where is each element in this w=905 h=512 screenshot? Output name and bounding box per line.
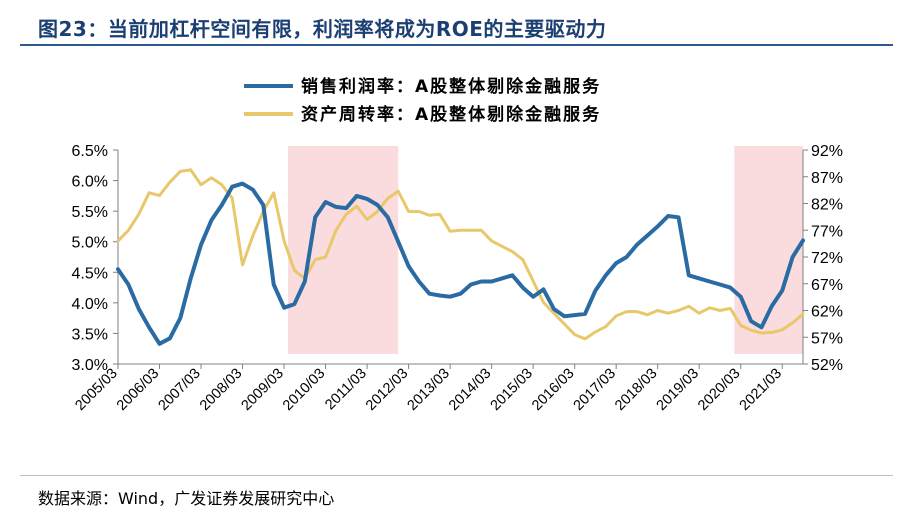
left-tick-label: 4.5%: [72, 265, 108, 282]
x-tick-label: 2009/03: [239, 366, 287, 414]
axes: 3.0% 3.5% 4.0% 4.5% 5.0% 5.5% 6.0% 6.5% 52% 57% 62…: [72, 143, 844, 414]
right-tick-label: 87%: [811, 170, 843, 187]
x-tick-label: 2018/03: [612, 366, 660, 414]
series-line-asset-turnover: [116, 168, 805, 341]
x-tick-label: 2016/03: [529, 366, 577, 414]
x-tick-label: 2019/03: [654, 366, 702, 414]
footer-divider: [20, 475, 893, 476]
x-tick-label: 2012/03: [363, 366, 411, 414]
series-line-profit-margin: [116, 181, 805, 346]
shaded-period-1: [288, 146, 399, 354]
shaded-regions: [288, 146, 803, 354]
x-tick-label: 2007/03: [155, 366, 203, 414]
right-tick-label: 62%: [811, 304, 843, 321]
x-tick-label: 2013/03: [405, 366, 453, 414]
left-tick-label: 5.0%: [72, 235, 108, 252]
x-tick-label: 2014/03: [446, 366, 494, 414]
data-source-note: 数据来源：Wind，广发证券发展研究中心: [38, 489, 335, 508]
legend: 销售利润率：A股整体剔除金融服务 资产周转率：A股整体剔除金融服务: [244, 76, 601, 125]
x-tick-label: 2008/03: [197, 366, 245, 414]
x-tick-label: 2011/03: [322, 366, 370, 414]
series-lines: [116, 168, 805, 346]
legend-label-profit-margin: 销售利润率：A股整体剔除金融服务: [301, 76, 601, 97]
figure-title: 图23：当前加杠杆空间有限，利润率将成为ROE的主要驱动力: [38, 17, 607, 41]
dual-axis-line-chart: 3.0% 3.5% 4.0% 4.5% 5.0% 5.5% 6.0% 6.5% 52% 57% 62…: [72, 76, 844, 414]
left-tick-label: 6.0%: [72, 174, 108, 191]
legend-label-asset-turnover: 资产周转率：A股整体剔除金融服务: [301, 104, 601, 125]
right-tick-label: 92%: [811, 143, 843, 160]
right-tick-label: 77%: [811, 223, 843, 240]
right-tick-label: 72%: [811, 250, 843, 267]
right-tick-label: 57%: [811, 330, 843, 347]
x-tick-label: 2021/03: [737, 366, 785, 414]
shaded-period-2: [734, 146, 803, 354]
x-tick-label: 2015/03: [488, 366, 536, 414]
left-tick-label: 6.5%: [72, 143, 108, 160]
left-tick-label: 3.5%: [72, 326, 108, 343]
right-tick-label: 67%: [811, 277, 843, 294]
title-divider: [20, 44, 893, 46]
left-tick-label: 5.5%: [72, 204, 108, 221]
left-tick-label: 4.0%: [72, 296, 108, 313]
x-tick-label: 2020/03: [695, 366, 743, 414]
x-tick-label: 2017/03: [571, 366, 619, 414]
right-tick-label: 52%: [811, 357, 843, 374]
right-tick-label: 82%: [811, 197, 843, 214]
left-tick-label: 3.0%: [72, 357, 108, 374]
x-tick-label: 2006/03: [114, 366, 162, 414]
x-tick-label: 2010/03: [280, 366, 328, 414]
